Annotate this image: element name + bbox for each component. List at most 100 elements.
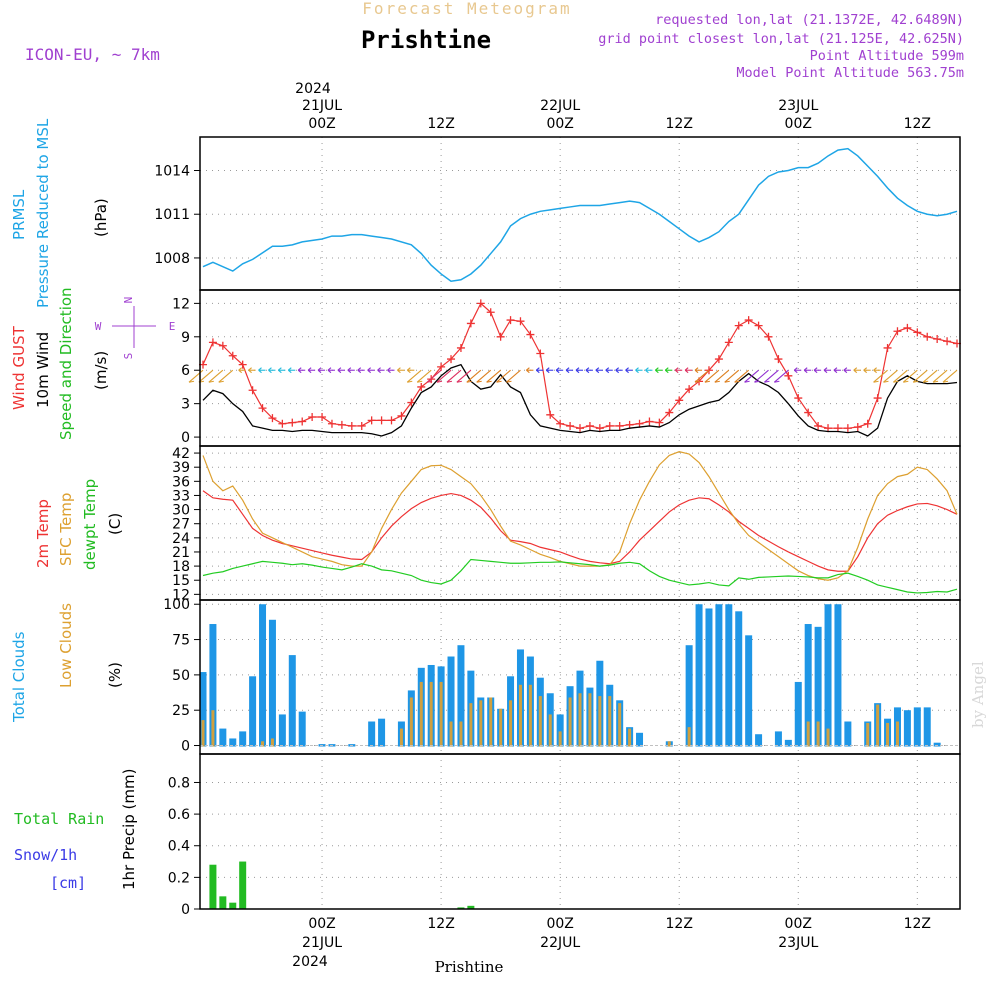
gust-marker [367,416,376,425]
top-hour-label: 00Z [785,116,812,132]
low-clouds-bar [558,731,562,747]
wind-arrow-head [615,367,620,374]
gust-marker [615,421,624,430]
wind-arrow-head [674,367,679,374]
total-clouds-label: Total Clouds [10,631,28,723]
compass-north: N [122,297,135,304]
gust-marker [714,355,723,364]
gust-marker [526,330,535,339]
watermark: by Angel [969,661,987,728]
precip-bar [467,905,475,909]
gust-marker [486,308,495,317]
wind-barb [942,369,958,383]
wind-barb [456,369,472,383]
gust-marker [327,419,336,428]
wind-arrow-head [297,367,302,374]
gust-marker [377,416,386,425]
low-clouds-bar [628,728,632,747]
wind-arrow-head [585,367,590,374]
gust-marker [536,349,545,358]
wind-barb-head [774,380,780,383]
wind-barb-head [417,380,423,383]
footer-location: Prishtine [435,958,504,976]
wind-barb-head [714,380,720,383]
total-clouds-bar [903,710,911,747]
wind-arrow-head [387,367,391,374]
top-hour-label: 00Z [308,116,335,132]
total-clouds-bar [913,707,921,747]
total-rain-label: Total Rain [14,810,104,828]
wind-barb [754,369,769,383]
gust-marker [387,416,396,425]
low-clouds-bar [548,714,552,747]
bottom-hour-label: 12Z [904,916,931,932]
ms-unit-label: (m/s) [92,351,110,390]
y-tick-label: 15 [172,573,190,589]
gust-marker [357,421,366,430]
gust-marker [228,351,237,360]
y-tick-label: 0.6 [168,807,190,823]
gust-marker [873,394,882,403]
y-tick-label: 30 [172,503,190,519]
y-tick-label: 42 [172,446,190,462]
wind-arrow-head [793,367,798,374]
wind-barb-head [873,380,879,383]
low-clouds-bar [409,697,413,747]
wind-barb [426,369,442,383]
top-hour-label: 00Z [546,116,573,132]
gust-marker [923,332,932,341]
total-clouds-bar [219,728,227,747]
wind-barb-head [893,380,899,383]
low-clouds-bar [439,681,443,747]
gust-line [202,302,958,429]
y-tick-label: 18 [172,559,190,575]
low-clouds-bar [509,700,513,747]
wind-arrow-head [268,367,272,374]
panel-4: 0 25 50 75 100 [163,597,961,755]
gust-marker [794,394,803,403]
wind-arrow-head [833,367,838,374]
gust-marker [496,332,505,341]
wind-arrow-head [367,367,372,374]
low-clouds-bar [608,696,612,747]
gust-marker [675,396,684,405]
total-clouds-bar [695,604,703,747]
total-clouds-bar [278,714,286,747]
wind-barb [744,369,759,383]
low-clouds-bar [459,721,463,747]
total-clouds-bar [636,732,644,747]
top-date-label: 21JUL [302,98,342,114]
temp-2m-label: 2m Temp [34,499,52,568]
y-tick-label: 12 [172,587,190,603]
panel-5: 0 0.2 0.4 0.6 0.8 [168,753,961,918]
wind-barb-head [486,380,492,383]
panels: 1008101110140369121215182124273033363942… [154,136,961,918]
low-clouds-bar [826,728,830,747]
bottom-hour-label: 00Z [546,916,573,932]
gust-marker [407,398,416,407]
wind-barb-head [466,380,472,383]
low-clouds-bar [588,693,592,747]
gust-marker [863,419,872,428]
total-clouds-bar [804,624,812,747]
wind-arrow-head [317,367,322,374]
wind-arrow-head [625,367,629,374]
wind-arrow-head [655,367,659,374]
low-clouds-bar [399,728,403,747]
low-clouds-label: Low Clouds [57,603,75,688]
wind-barb-head [426,380,433,383]
compass-south: S [122,353,135,360]
c-unit-label: (C) [106,513,124,535]
temp-2m-line [202,490,958,572]
wind-arrow-head [337,367,342,374]
gust-marker [576,424,584,433]
wind-barb-head [942,380,949,383]
y-tick-label: 100 [163,597,190,613]
wind-arrow-head [278,367,282,374]
wind-line [202,363,958,437]
gust-marker [278,419,287,428]
wind-arrow-head [565,367,570,374]
bottom-time-axis: 00Z 12Z 00Z 12Z 00Z 12Z 21JUL 22JUL 23JUL [302,916,931,951]
